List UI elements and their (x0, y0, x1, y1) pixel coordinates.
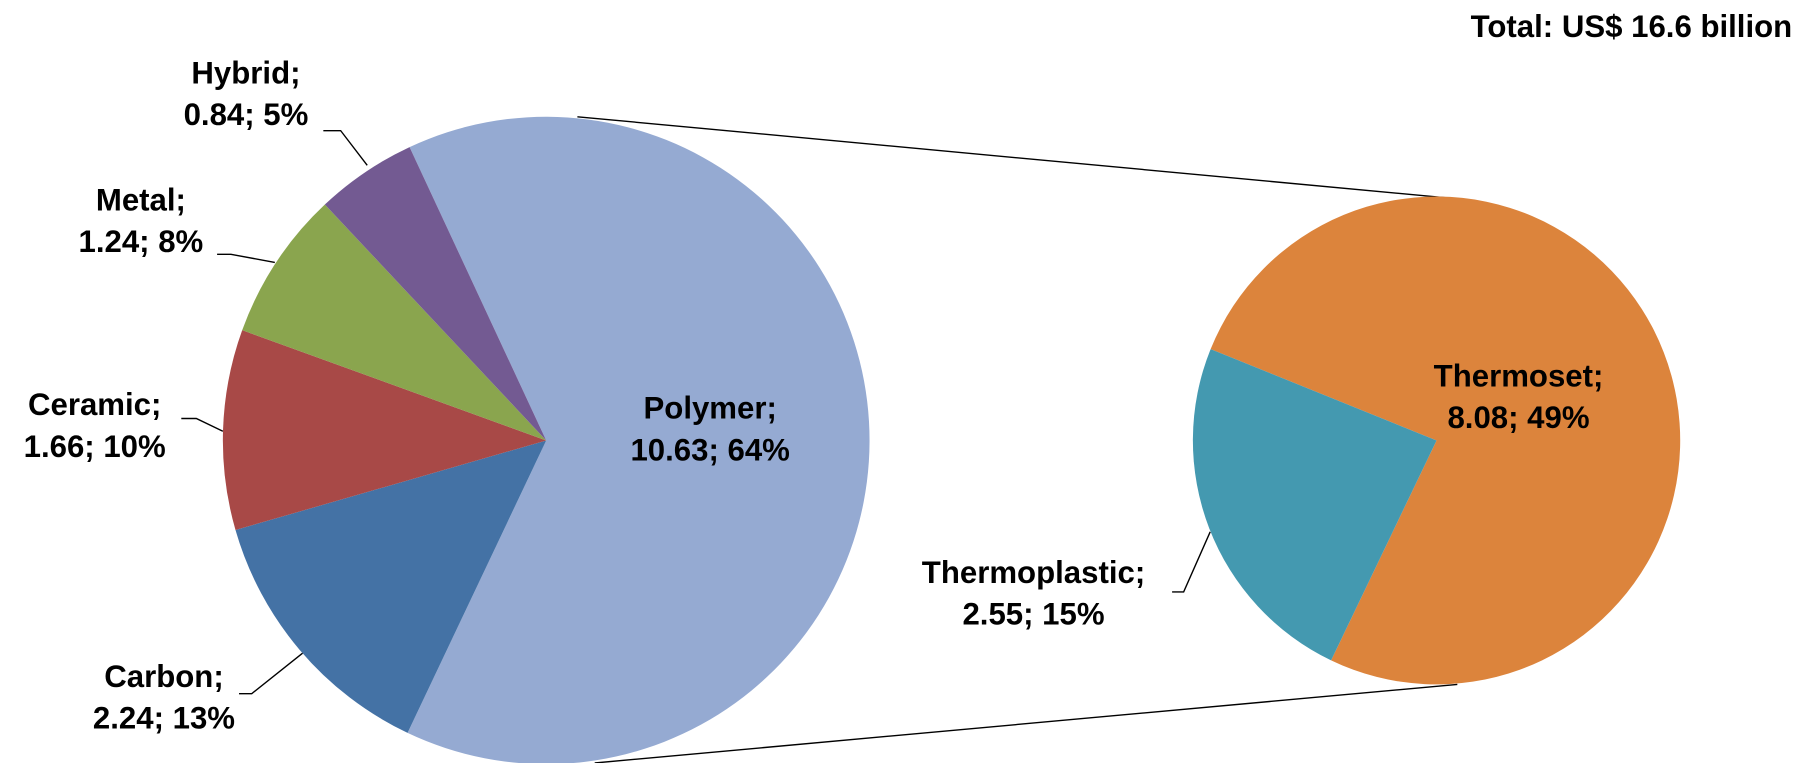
pie-slice (324, 147, 547, 441)
slice-value-label: 1.24; 8% (79, 224, 204, 259)
slice-value-label: 2.55; 15% (962, 596, 1104, 631)
slice-value-label: 2.24; 13% (93, 700, 235, 735)
pie-slice (222, 330, 547, 531)
slice-label: Ceramic; (28, 387, 161, 422)
slice-value-label: 0.84; 5% (184, 97, 309, 132)
pie-slice (1192, 349, 1437, 661)
leader-line (217, 253, 275, 264)
pie-slice (407, 116, 870, 763)
chart-title: Total: US$ 16.6 billion (1471, 9, 1793, 44)
leader-line (1172, 531, 1211, 593)
leader-line (181, 417, 224, 432)
connector-line (594, 683, 1458, 763)
leader-line (323, 129, 368, 166)
slice-label: Thermoset; (1434, 358, 1604, 393)
connector-line (577, 116, 1458, 200)
slice-value-label: 10.63; 64% (630, 432, 789, 467)
leader-line (239, 652, 303, 695)
slice-label: Metal; (96, 183, 186, 218)
pie-slice (242, 204, 547, 441)
pie-slice (235, 440, 547, 733)
pie-slice (1210, 196, 1681, 685)
slice-label: Hybrid; (191, 55, 300, 90)
slice-value-label: 1.66; 10% (24, 429, 166, 464)
slice-label: Thermoplastic; (922, 555, 1145, 590)
slice-label: Carbon; (104, 659, 223, 694)
slice-label: Polymer; (643, 391, 776, 426)
slice-value-label: 8.08; 49% (1447, 400, 1589, 435)
